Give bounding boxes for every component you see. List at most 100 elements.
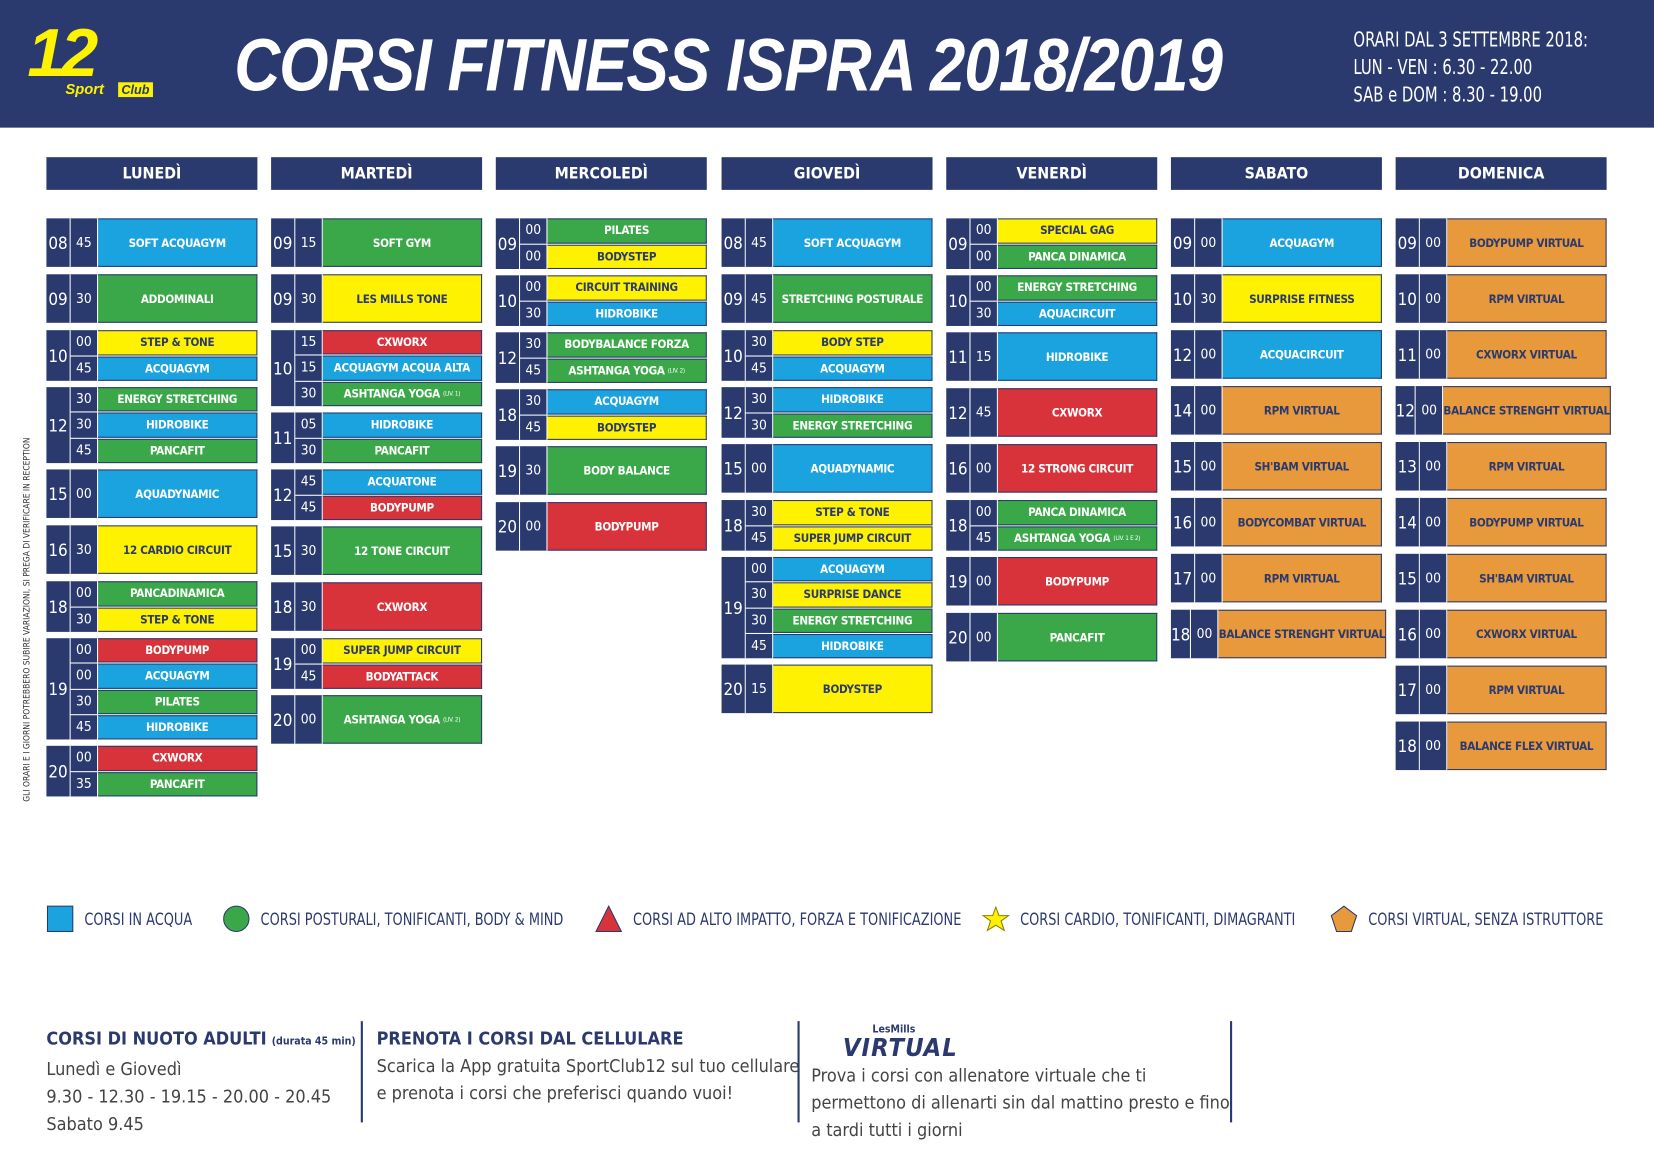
logo-sport: Sport [65, 80, 104, 98]
minute: 00 [1419, 553, 1448, 603]
slots: 15 HIDROBIKE [970, 332, 1158, 381]
minute: 05 [295, 412, 323, 438]
slots: 30 HIDROBIKE 30 ENERGY STRETCHING [745, 387, 933, 438]
slot: 05 HIDROBIKE [295, 412, 483, 439]
course: ASHTANGA YOGA (LIV. 1 E 2) [997, 525, 1158, 551]
slots: 00 BODYPUMP VIRTUAL [1419, 497, 1607, 547]
time-group: 18 00 PANCA DINAMICA 45 ASHTANGA YOGA (LIV. 1… [946, 500, 1158, 551]
course-name: ACQUAGYM ACQUA ALTA [333, 361, 471, 376]
time-group: 15 00 AQUADYNAMIC [721, 444, 933, 493]
course-name: 12 CARDIO CIRCUIT [123, 542, 232, 557]
time-group: 18 00 BALANCE FLEX VIRTUAL [1395, 721, 1607, 771]
course: PANCAFIT [98, 771, 258, 797]
minute: 30 [295, 381, 323, 407]
course: ACQUAGYM [1222, 218, 1382, 267]
time-group: 10 30 SURPRISE FITNESS [1170, 274, 1382, 323]
hour: 17 [1395, 665, 1420, 715]
minute: 15 [970, 332, 998, 381]
hour: 18 [721, 500, 746, 551]
minute: 00 [970, 275, 998, 301]
divider [1230, 1021, 1233, 1123]
slot: 30 STEP & TONE [745, 500, 933, 526]
slot: 30 PILATES [70, 689, 258, 715]
course: ACQUAGYM ACQUA ALTA [322, 355, 483, 381]
minute: 45 [745, 356, 774, 381]
course-name: BODYPUMP [369, 500, 434, 515]
slots: 45 SOFT ACQUAGYM [70, 218, 258, 267]
footer-block: CORSI DI NUOTO ADULTI (durata 45 min) Lun… [46, 1025, 355, 1138]
slots: 00 PANCA DINAMICA 45 ASHTANGA YOGA (LIV. 1 E… [970, 500, 1158, 551]
course: CXWORX [322, 330, 483, 355]
minute: 30 [70, 274, 99, 323]
course-name: BODY STEP [821, 335, 884, 350]
course-name: HIDROBIKE [146, 720, 209, 735]
course-note: (LIV. 2) [443, 715, 461, 724]
slots: 00 SUPER JUMP CIRCUIT 45 BODYATTACK [295, 638, 483, 689]
time-group: 16 00 12 STRONG CIRCUIT [946, 444, 1158, 493]
course-name: SURPRISE DANCE [803, 587, 902, 602]
legend-item: CORSI VIRTUAL, SENZA ISTRUTTORE [1330, 905, 1645, 933]
slot: 00 BODYPUMP VIRTUAL [1419, 218, 1607, 267]
time-group: 18 30 STEP & TONE 45 SUPER JUMP CIRCUIT [721, 500, 933, 551]
minute: 30 [70, 607, 99, 632]
course-name: ACQUAGYM [1269, 235, 1335, 250]
minute: 00 [70, 581, 99, 607]
legend-symbol [595, 905, 623, 933]
minute: 45 [520, 358, 548, 383]
course: ENERGY STRETCHING [997, 275, 1158, 301]
course: ACQUAGYM [547, 389, 707, 415]
course: ADDOMINALI [98, 274, 258, 323]
slot: 35 PANCAFIT [70, 771, 258, 797]
slot: 30 ENERGY STRETCHING [745, 608, 933, 634]
legend-label: CORSI POSTURALI, TONIFICANTI, BODY & MIN… [260, 908, 564, 929]
legend-label: CORSI AD ALTO IMPATTO, FORZA E TONIFICAZ… [632, 908, 962, 929]
slot: 00 ACQUAGYM [745, 556, 933, 583]
slot: 00 BODYPUMP [970, 556, 1158, 606]
day-header: MERCOLEDÌ [495, 157, 707, 190]
time-group: 10 00 ENERGY STRETCHING 30 AQUACIRCUIT [946, 275, 1158, 326]
minute: 00 [1419, 274, 1448, 323]
slot: 00 RPM VIRTUAL [1419, 442, 1607, 491]
course-name: STEP & TONE [815, 505, 890, 520]
minute: 30 [745, 608, 774, 633]
course-name: BODYPUMP [594, 519, 659, 534]
legend-symbol [223, 905, 250, 933]
day-header: MARTEDÌ [271, 157, 483, 190]
legend-label: CORSI IN ACQUA [84, 908, 193, 929]
slot: 30 SURPRISE FITNESS [1195, 274, 1382, 323]
slot: 00 RPM VIRTUAL [1195, 386, 1382, 435]
minute: 30 [745, 330, 774, 355]
logo-club: Club [118, 82, 153, 98]
slot: 00 PANCA DINAMICA [970, 244, 1158, 269]
minute: 00 [1195, 330, 1223, 379]
hour: 12 [1395, 386, 1417, 435]
course: AQUADYNAMIC [773, 444, 933, 493]
slots: 15 CXWORX 15 ACQUAGYM ACQUA ALTA 30 ASHTANGA … [295, 330, 483, 407]
legend-label: CORSI VIRTUAL, SENZA ISTRUTTORE [1368, 908, 1604, 929]
course: SH'BAM VIRTUAL [1222, 442, 1382, 491]
divider [797, 1021, 800, 1123]
brand: LesMills VIRTUAL [843, 1025, 1230, 1062]
slot: 30 ASHTANGA YOGA (LIV. 1) [295, 381, 483, 407]
minute: 00 [1195, 497, 1223, 547]
minute: 15 [295, 218, 323, 267]
hour: 08 [721, 218, 746, 267]
course: AQUADYNAMIC [98, 469, 258, 518]
slot: 00 ACQUAGYM [70, 663, 258, 690]
minute: 00 [520, 218, 548, 244]
time-group: 09 00 ACQUAGYM [1170, 218, 1382, 267]
slot: 00 RPM VIRTUAL [1419, 274, 1607, 323]
minute: 00 [1419, 442, 1448, 491]
course-name: 12 STRONG CIRCUIT [1021, 461, 1134, 476]
legend-label: CORSI CARDIO, TONIFICANTI, DIMAGRANTI [1020, 908, 1296, 929]
time-group: 20 00 BODYPUMP [495, 502, 707, 551]
course-name: ACQUAGYM [144, 361, 210, 376]
course: BODYPUMP [322, 495, 483, 521]
hour: 15 [721, 444, 746, 493]
slots: 00 AQUADYNAMIC [745, 444, 933, 493]
slots: 00 PANCAFIT [970, 612, 1158, 662]
time-group: 12 45 CXWORX [946, 388, 1158, 437]
course-name: BALANCE STRENGHT VIRTUAL [1218, 627, 1386, 641]
course: HIDROBIKE [773, 387, 933, 412]
hour: 12 [46, 387, 71, 464]
